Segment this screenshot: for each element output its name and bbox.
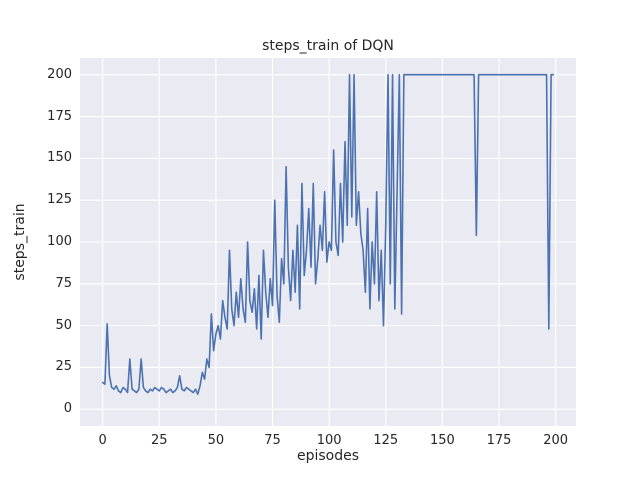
- y-tick-label: 50: [55, 317, 72, 333]
- y-tick-label: 150: [47, 150, 72, 166]
- x-tick-label: 50: [207, 433, 225, 448]
- line-plot-svg: [80, 58, 576, 426]
- x-tick-label: 0: [98, 433, 107, 448]
- y-axis-label: steps_train: [12, 203, 28, 281]
- y-tick-label: 0: [63, 401, 72, 417]
- x-axis-label: episodes: [296, 448, 360, 464]
- y-tick-label: 75: [55, 275, 72, 291]
- x-tick-label: 25: [150, 433, 168, 448]
- x-tick-label: 200: [543, 433, 569, 448]
- x-tick-label: 150: [429, 433, 455, 448]
- y-tick-label: 100: [47, 234, 72, 249]
- x-tick-label: 75: [264, 433, 281, 448]
- x-tick-label: 175: [486, 433, 512, 448]
- y-tick-label: 25: [55, 359, 72, 375]
- y-tick-label: 125: [47, 192, 72, 208]
- plot-area: [80, 58, 576, 426]
- x-tick-label: 125: [373, 433, 399, 448]
- y-tick-label: 175: [47, 108, 72, 124]
- x-tick-label: 100: [316, 433, 342, 448]
- chart-title: steps_train of DQN: [262, 38, 394, 54]
- series-line-steps_train: [101, 73, 555, 396]
- y-tick-label: 200: [47, 66, 72, 82]
